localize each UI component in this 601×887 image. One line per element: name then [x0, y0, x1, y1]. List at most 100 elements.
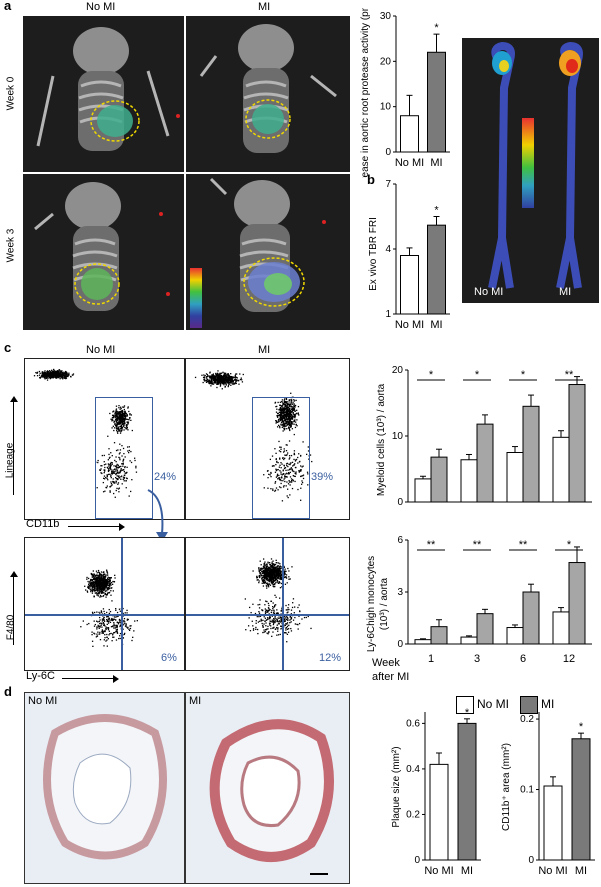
flow-dot: [95, 577, 97, 580]
flow-dot: [112, 625, 114, 627]
flow-dot: [290, 621, 292, 623]
flow-dot: [120, 428, 122, 430]
flow-dot: [36, 371, 39, 373]
flow-dot: [274, 619, 276, 622]
flow-dot: [107, 479, 109, 481]
flow-dot: [225, 379, 227, 381]
flow-dot: [269, 584, 272, 586]
flow-dot: [283, 422, 285, 425]
flow-dot: [266, 582, 269, 584]
flow-dot: [268, 573, 270, 575]
flow-dot: [279, 416, 281, 418]
flow-dot: [293, 408, 295, 411]
flow-dot: [109, 610, 112, 613]
flow-dot: [211, 374, 213, 376]
flow-dot: [126, 477, 128, 480]
flow-dot: [266, 567, 268, 569]
flow-dot: [283, 632, 285, 634]
flow-dot: [51, 369, 53, 371]
flow-dot: [115, 409, 117, 411]
flow-dot: [96, 628, 98, 630]
x-tick-label: MI: [575, 865, 587, 877]
flow-dot: [102, 584, 104, 587]
flow-dot: [283, 620, 286, 623]
flow-dot: [290, 613, 293, 615]
flow-dot: [269, 474, 271, 476]
flow-dot: [268, 604, 270, 607]
axis-label-cd11b: CD11b: [26, 518, 60, 530]
flow-dot: [277, 612, 279, 614]
flow-dot: [67, 375, 69, 378]
flow-dot: [265, 569, 267, 571]
flow-dot: [209, 381, 211, 383]
arrowhead-lineage: [10, 396, 18, 402]
flow-dot: [102, 619, 104, 621]
flow-dot: [94, 574, 97, 577]
flow-dot: [271, 562, 273, 565]
flow-dot: [289, 476, 292, 478]
flow-dot: [278, 578, 281, 580]
flow-dot: [276, 574, 278, 576]
flow-dot: [252, 629, 255, 631]
flow-dot: [127, 422, 129, 424]
flow-dot: [284, 457, 286, 459]
flow-dot: [271, 621, 273, 623]
flow-dot: [276, 565, 278, 568]
flow-dot: [127, 618, 129, 621]
flow-dot: [49, 374, 51, 376]
flow-dot: [217, 383, 219, 385]
flow-dot: [285, 626, 288, 629]
flow-dot: [270, 600, 273, 602]
flow-dot: [276, 426, 279, 428]
flow-dot: [94, 587, 96, 590]
flow-dot: [124, 621, 126, 623]
flow-dot: [125, 472, 127, 474]
flow-dot: [267, 602, 270, 605]
flow-dot: [285, 415, 288, 417]
flow-dot: [114, 413, 117, 415]
flow-dot: [117, 478, 119, 480]
flow-dot: [268, 574, 270, 576]
flow-dot: [285, 423, 288, 425]
flow-dot: [218, 381, 221, 384]
flow-dot: [100, 610, 102, 612]
flow-dot: [284, 475, 286, 477]
flow-dot: [272, 627, 275, 629]
flow-plot-nomi-bottom: 6%: [24, 537, 185, 671]
flow-dot: [265, 622, 267, 624]
flow-dot: [120, 425, 123, 427]
flow-dot: [130, 419, 132, 422]
flow-dot: [267, 611, 269, 613]
flow-dot: [212, 376, 214, 378]
flow-dot: [268, 616, 271, 619]
flow-dot: [274, 579, 277, 581]
flow-dot: [257, 579, 259, 581]
flow-dot: [269, 573, 271, 575]
flow-dot: [129, 627, 132, 630]
flow-dot: [259, 560, 261, 562]
flow-dot: [116, 419, 119, 421]
flow-dot: [293, 450, 296, 452]
flow-dot: [264, 572, 267, 574]
flow-dot: [101, 584, 103, 587]
flow-dot: [297, 462, 299, 464]
flow-dot: [127, 626, 129, 629]
flow-dot: [276, 620, 278, 623]
flow-dot: [101, 579, 103, 581]
flow-dot: [240, 377, 242, 379]
flow-dot: [271, 455, 274, 457]
flow-dot: [286, 407, 289, 409]
flow-dot: [221, 379, 223, 381]
flow-dot: [285, 421, 287, 423]
flow-dot: [279, 427, 281, 429]
flow-dot: [130, 490, 132, 493]
flow-dot: [220, 381, 222, 383]
flow-dot: [212, 378, 214, 380]
flow-dot: [287, 410, 289, 412]
flow-dot: [119, 449, 122, 451]
flow-dot: [292, 465, 294, 467]
flow-dot: [270, 570, 273, 572]
flow-dot: [102, 578, 105, 580]
flow-dot: [126, 471, 128, 474]
legend-label-no-mi: No MI: [477, 697, 510, 711]
